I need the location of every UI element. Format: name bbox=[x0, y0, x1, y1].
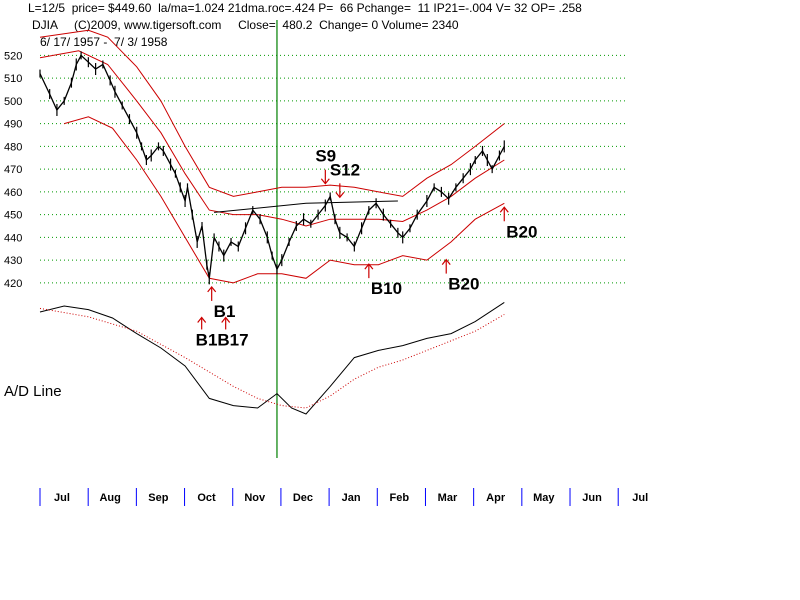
adl-series bbox=[39, 301, 505, 415]
month-label: Mar bbox=[438, 492, 458, 504]
signal-arrowhead bbox=[499, 206, 509, 213]
y-tick-label: 440 bbox=[4, 232, 22, 244]
upper-band bbox=[39, 29, 505, 197]
signal-arrowhead bbox=[335, 191, 345, 199]
y-tick-label: 500 bbox=[4, 96, 22, 108]
y-tick-label: 460 bbox=[4, 187, 22, 199]
y-tick-label: 420 bbox=[4, 278, 22, 290]
y-tick-label: 490 bbox=[4, 119, 22, 131]
signal-label: B10 bbox=[371, 279, 402, 298]
month-label: Sep bbox=[148, 492, 168, 504]
signal-label: S9 bbox=[315, 147, 336, 166]
month-label: Aug bbox=[99, 492, 120, 504]
month-label: Nov bbox=[244, 492, 266, 504]
adl-line bbox=[39, 301, 505, 415]
adl-ma-line bbox=[39, 307, 505, 409]
signal-label: B1 bbox=[214, 302, 236, 321]
y-tick-label: 470 bbox=[4, 164, 22, 176]
month-label: Apr bbox=[486, 492, 506, 504]
signal-arrowhead bbox=[207, 285, 217, 293]
signal-arrowhead bbox=[320, 178, 330, 185]
month-label: Jul bbox=[54, 492, 70, 504]
reference-line bbox=[214, 200, 398, 213]
lower-band bbox=[64, 116, 505, 284]
signal-label: B20 bbox=[506, 222, 537, 241]
month-label: Feb bbox=[390, 492, 410, 504]
signal-arrowhead bbox=[197, 316, 207, 323]
header-line-2: DJIA (C)2009, www.tigersoft.com Close= 4… bbox=[32, 18, 459, 32]
adl-label: A/D Line bbox=[4, 383, 62, 400]
signal-arrowhead bbox=[221, 316, 231, 323]
y-tick-label: 480 bbox=[4, 141, 22, 153]
month-label: Jun bbox=[582, 492, 602, 504]
gridlines bbox=[40, 20, 626, 458]
month-label: Dec bbox=[293, 492, 313, 504]
y-tick-label: 510 bbox=[4, 73, 22, 85]
month-label: May bbox=[533, 492, 555, 504]
month-axis: Jul Aug Sep Oct Nov Dec Jan Feb Mar Apr May Jun Jul bbox=[39, 488, 648, 506]
signal-label: S12 bbox=[330, 160, 360, 179]
header-line-1: L=12/5 price= $449.60 la/ma=1.024 21dma.… bbox=[28, 1, 582, 15]
signal-label: B1B17 bbox=[196, 330, 249, 349]
y-axis-ticks: 420 430 440 450 460 470 480 490 500 510 520 bbox=[4, 50, 22, 290]
signal-label: B20 bbox=[448, 275, 479, 294]
mid-band bbox=[39, 50, 505, 227]
signal-arrowhead bbox=[364, 263, 374, 270]
month-label: Jan bbox=[342, 492, 361, 504]
price-series bbox=[39, 51, 505, 285]
y-tick-label: 430 bbox=[4, 255, 22, 267]
month-label: Jul bbox=[632, 492, 648, 504]
price-bands bbox=[39, 29, 505, 284]
signal-arrowhead bbox=[441, 258, 451, 265]
y-tick-label: 450 bbox=[4, 210, 22, 222]
y-tick-label: 520 bbox=[4, 50, 22, 62]
price-line bbox=[39, 54, 505, 279]
header-line-3: 6/ 17/ 1957 - 7/ 3/ 1958 bbox=[40, 35, 168, 49]
month-label: Oct bbox=[197, 492, 216, 504]
